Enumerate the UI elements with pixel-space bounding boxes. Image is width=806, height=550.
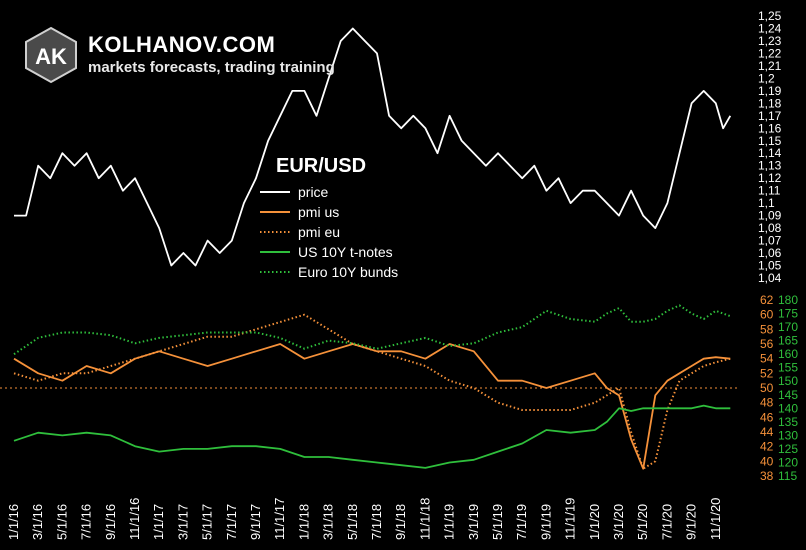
pmi-tick-label: 40 (760, 454, 774, 468)
bonds-tick-label: 140 (778, 401, 798, 415)
bonds-tick-label: 175 (778, 307, 798, 321)
x-tick-label: 5/1/20 (635, 504, 650, 540)
pmi-tick-label: 60 (760, 308, 774, 322)
pmi-tick-label: 56 (760, 337, 774, 351)
x-tick-label: 9/1/20 (684, 504, 699, 540)
x-tick-label: 1/1/20 (587, 504, 602, 540)
legend: price pmi us pmi eu US 10Y t-notes Euro 10Y … (260, 184, 398, 280)
pmi-tick-label: 48 (760, 396, 774, 410)
x-tick-label: 9/1/16 (103, 504, 118, 540)
x-tick-label: 1/1/16 (6, 504, 21, 540)
legend-label: pmi us (298, 204, 339, 220)
price-tick-label: 1,14 (758, 146, 782, 160)
price-tick-label: 1,06 (758, 246, 782, 260)
x-tick-label: 11/1/17 (272, 498, 287, 540)
brand: AK KOLHANOV.COM markets forecasts, tradi… (22, 26, 335, 84)
price-tick-label: 1,18 (758, 96, 782, 110)
price-tick-label: 1,05 (758, 259, 782, 273)
x-tick-label: 7/1/16 (79, 504, 94, 540)
pmi-tick-label: 50 (760, 381, 774, 395)
bonds-tick-label: 165 (778, 334, 798, 348)
x-tick-label: 5/1/16 (54, 504, 69, 540)
x-tick-label: 7/1/20 (659, 504, 674, 540)
bonds-tick-label: 135 (778, 415, 798, 429)
x-tick-label: 11/1/20 (708, 498, 723, 540)
x-tick-label: 9/1/18 (393, 504, 408, 540)
x-tick-label: 3/1/18 (321, 504, 336, 540)
x-tick-label: 3/1/17 (175, 504, 190, 540)
bonds-tick-label: 115 (778, 469, 797, 483)
pmi-tick-label: 62 (760, 293, 774, 307)
bonds-tick-label: 170 (778, 320, 798, 334)
price-tick-label: 1,15 (758, 134, 782, 148)
x-tick-label: 1/1/19 (442, 504, 457, 540)
series-pmi-us (13, 343, 731, 470)
price-tick-label: 1,09 (758, 209, 782, 223)
x-tick-label: 1/1/17 (151, 504, 166, 540)
brand-tagline: markets forecasts, trading training (88, 59, 335, 76)
logo-text: AK (35, 44, 67, 69)
x-axis: 1/1/16 3/1/16 5/1/16 7/1/16 9/1/16 11/1/16 1/1… (6, 498, 723, 540)
x-tick-label: 7/1/17 (224, 504, 239, 540)
price-tick-label: 1,25 (758, 9, 782, 23)
price-tick-label: 1,21 (758, 59, 782, 73)
chart-title: EUR/USD (276, 155, 366, 177)
bonds-tick-label: 155 (778, 361, 798, 375)
pmi-tick-label: 44 (760, 425, 774, 439)
series-us-10y-t-notes (13, 404, 731, 469)
legend-label: Euro 10Y bunds (298, 264, 398, 280)
price-tick-label: 1,04 (758, 271, 782, 285)
x-tick-label: 11/1/16 (127, 498, 142, 540)
x-tick-label: 7/1/18 (369, 504, 384, 540)
pmi-tick-label: 54 (760, 352, 774, 366)
price-tick-label: 1,16 (758, 121, 782, 135)
price-tick-label: 1,12 (758, 171, 782, 185)
bonds-tick-label: 150 (778, 374, 798, 388)
bonds-tick-label: 130 (778, 428, 798, 442)
price-tick-label: 1,19 (758, 84, 782, 98)
x-tick-label: 9/1/19 (538, 504, 553, 540)
pmi-tick-label: 38 (760, 469, 774, 483)
x-tick-label: 5/1/18 (345, 504, 360, 540)
price-tick-label: 1,07 (758, 234, 782, 248)
price-tick-label: 1,23 (758, 34, 782, 48)
series-price (14, 27, 732, 267)
x-tick-label: 3/1/16 (30, 504, 45, 540)
x-tick-label: 5/1/17 (200, 504, 215, 540)
x-tick-label: 9/1/17 (248, 504, 263, 540)
bonds-tick-label: 145 (778, 388, 798, 402)
pmi-tick-label: 42 (760, 440, 774, 454)
price-tick-label: 1,1 (758, 196, 775, 210)
x-tick-label: 11/1/18 (417, 498, 432, 540)
right-axes: 1,251,241,231,221,211,21,191,181,171,161… (758, 9, 798, 483)
pmi-tick-label: 46 (760, 410, 774, 424)
x-tick-label: 11/1/19 (563, 498, 578, 540)
bonds-tick-label: 160 (778, 347, 798, 361)
price-tick-label: 1,13 (758, 159, 782, 173)
price-tick-label: 1,17 (758, 109, 782, 123)
brand-name: KOLHANOV.COM (88, 32, 276, 57)
bonds-tick-label: 180 (778, 293, 798, 307)
x-tick-label: 3/1/20 (611, 504, 626, 540)
legend-label: US 10Y t-notes (298, 244, 393, 260)
series-euro-10y-bunds (13, 304, 731, 356)
bonds-tick-label: 120 (778, 455, 798, 469)
legend-label: pmi eu (298, 224, 340, 240)
price-tick-label: 1,24 (758, 21, 782, 35)
x-tick-label: 3/1/19 (466, 504, 481, 540)
bonds-tick-label: 125 (778, 442, 798, 456)
series-layer (13, 27, 732, 470)
logo-icon: AK (25, 26, 77, 84)
legend-label: price (298, 184, 329, 200)
x-tick-label: 5/1/19 (490, 504, 505, 540)
pmi-tick-label: 58 (760, 322, 774, 336)
x-tick-label: 7/1/19 (514, 504, 529, 540)
price-tick-label: 1,08 (758, 221, 782, 235)
price-tick-label: 1,2 (758, 71, 775, 85)
price-tick-label: 1,22 (758, 46, 782, 60)
x-tick-label: 1/1/18 (296, 504, 311, 540)
price-tick-label: 1,11 (758, 184, 781, 198)
pmi-tick-label: 52 (760, 366, 774, 380)
